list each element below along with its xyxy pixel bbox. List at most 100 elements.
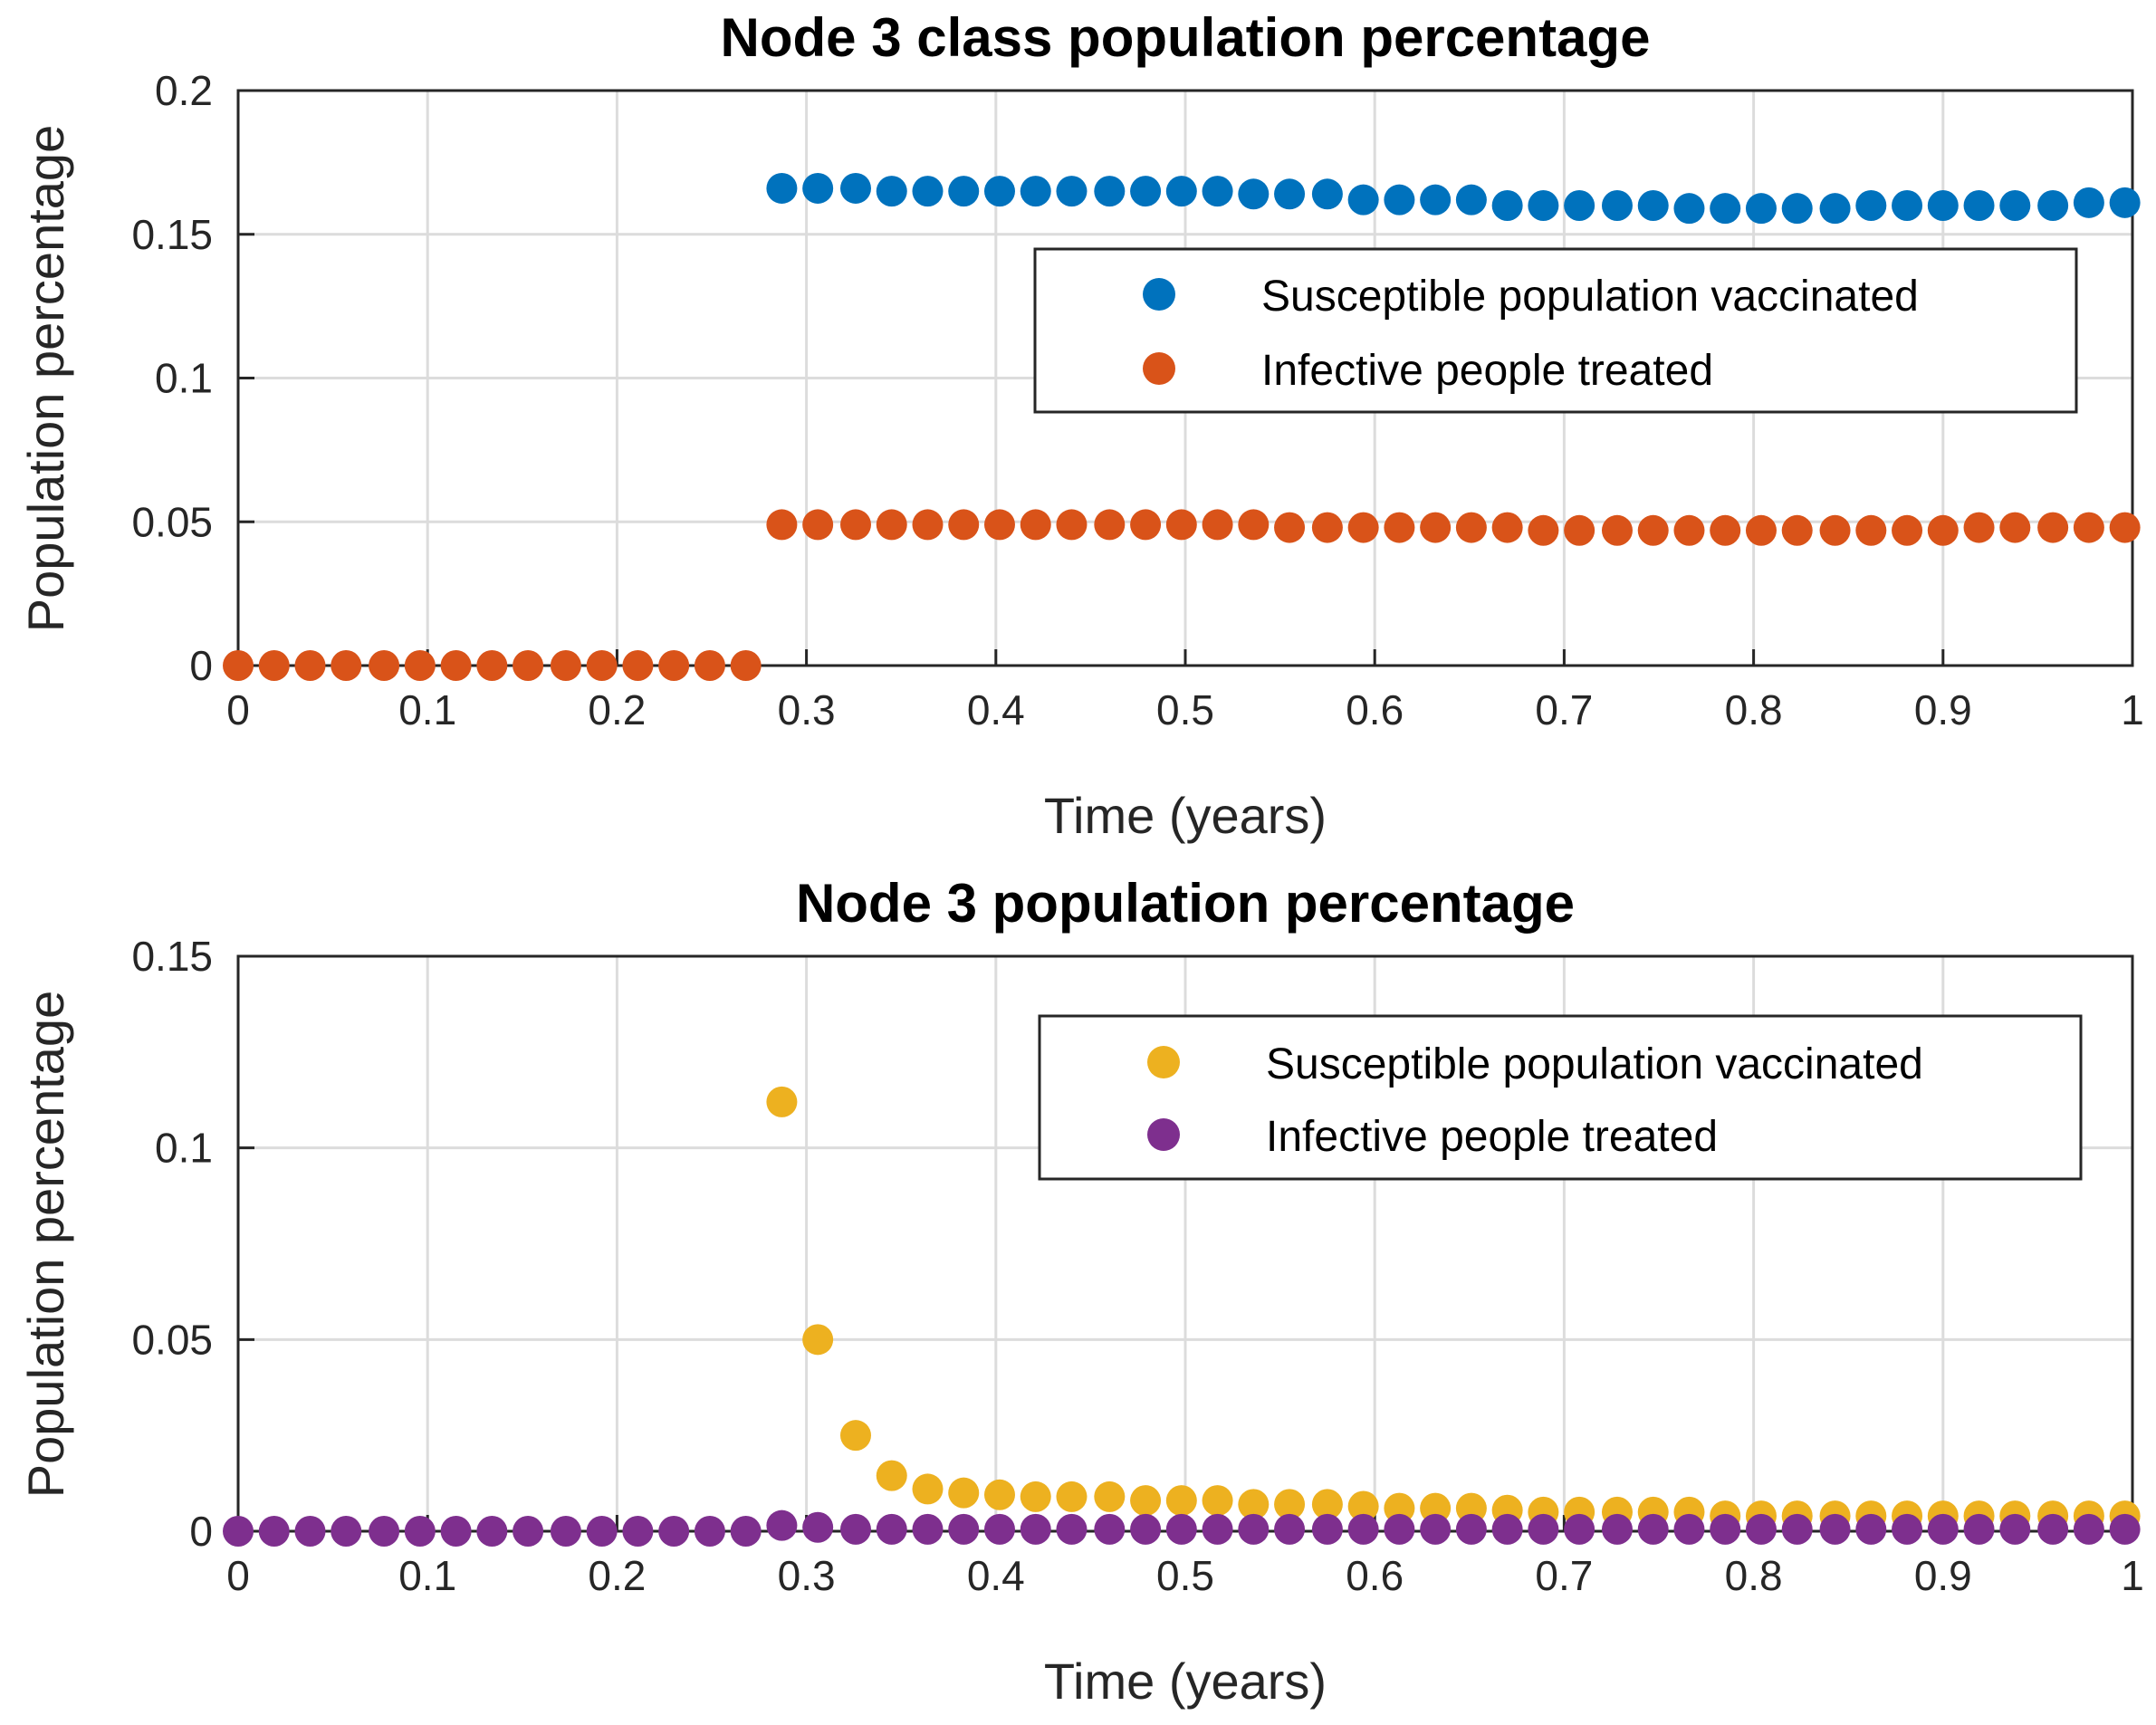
- bottom-chart-point-infective: [876, 1513, 907, 1545]
- top-chart-x-tick-label: 0.6: [1346, 686, 1404, 733]
- bottom-chart-point-susceptible: [1202, 1485, 1233, 1517]
- top-chart-point-susceptible: [766, 172, 798, 204]
- bottom-chart-point-infective: [1927, 1513, 1959, 1545]
- top-chart-point-susceptible: [1311, 178, 1343, 210]
- top-chart-point-infective: [1274, 512, 1306, 543]
- top-chart-y-tick-label: 0.05: [131, 498, 213, 545]
- bottom-chart-legend-marker-infective: [1147, 1118, 1180, 1151]
- top-chart-point-infective: [404, 650, 436, 681]
- top-chart-point-infective: [1745, 514, 1777, 546]
- top-chart-point-susceptible: [2073, 187, 2104, 218]
- bottom-chart-x-tick-label: 0.8: [1725, 1552, 1783, 1599]
- top-chart-x-tick-label: 0.7: [1535, 686, 1593, 733]
- top-chart-legend-label-susceptible: Susceptible population vaccinated: [1261, 273, 1919, 321]
- top-chart-point-susceptible: [2037, 190, 2069, 221]
- top-chart-point-infective: [1999, 512, 2031, 543]
- bottom-chart-point-infective: [476, 1516, 508, 1547]
- top-chart-point-susceptible: [1238, 178, 1270, 210]
- top-chart-x-tick-label: 0.9: [1914, 686, 1972, 733]
- bottom-chart-point-infective: [1311, 1513, 1343, 1545]
- top-chart-point-infective: [1311, 512, 1343, 543]
- top-chart-point-infective: [331, 650, 362, 681]
- top-chart-point-infective: [2109, 512, 2141, 543]
- top-chart-point-infective: [1238, 509, 1270, 541]
- top-chart-point-infective: [983, 509, 1015, 541]
- top-chart-point-infective: [1564, 514, 1595, 546]
- top-chart-point-infective: [948, 509, 980, 541]
- top-chart-point-infective: [1420, 512, 1452, 543]
- top-chart-point-infective: [369, 650, 400, 681]
- bottom-chart-x-tick-label: 0.1: [398, 1552, 456, 1599]
- top-chart-point-susceptible: [1384, 184, 1415, 216]
- top-chart-point-infective: [223, 650, 254, 681]
- top-chart-x-tick-label: 0: [226, 686, 250, 733]
- top-chart-point-susceptible: [983, 176, 1015, 207]
- top-chart-point-infective: [1637, 514, 1669, 546]
- top-chart-point-infective: [1673, 514, 1705, 546]
- top-chart-point-infective: [802, 509, 834, 541]
- bottom-chart-x-tick-label: 1: [2121, 1552, 2144, 1599]
- top-chart-point-susceptible: [1094, 176, 1126, 207]
- bottom-chart-point-infective: [513, 1516, 544, 1547]
- top-chart-point-infective: [586, 650, 618, 681]
- top-chart-point-infective: [1892, 514, 1923, 546]
- top-chart-point-infective: [1528, 514, 1559, 546]
- bottom-chart-point-susceptible: [1130, 1485, 1162, 1517]
- bottom-chart-point-infective: [223, 1516, 254, 1547]
- top-chart-point-infective: [1819, 514, 1851, 546]
- bottom-chart-point-infective: [1020, 1513, 1051, 1545]
- top-chart-point-susceptible: [1745, 193, 1777, 225]
- bottom-chart-point-susceptible: [1311, 1489, 1343, 1520]
- top-chart-x-tick-label: 1: [2121, 686, 2144, 733]
- top-chart-point-infective: [1781, 514, 1813, 546]
- bottom-chart-x-tick-label: 0.2: [588, 1552, 646, 1599]
- bottom-chart-point-infective: [586, 1516, 618, 1547]
- top-chart-point-infective: [912, 509, 944, 541]
- top-chart-point-infective: [1963, 512, 1995, 543]
- bottom-chart-ticks: 0 0.1 0.2 0.3 0.4 0.5 0.6 0.7 0.8 0.9 1 0 0.05 0.1 0.1…: [131, 933, 2143, 1599]
- top-chart-y-tick-label: 0.2: [155, 67, 213, 114]
- bottom-chart-x-tick-label: 0.4: [967, 1552, 1025, 1599]
- bottom-chart-point-infective: [1094, 1513, 1126, 1545]
- bottom-chart-x-axis-label: Time (years): [1044, 1653, 1327, 1710]
- bottom-chart-point-susceptible: [802, 1324, 834, 1356]
- bottom-chart-point-infective: [1892, 1513, 1923, 1545]
- bottom-chart-panel: 0 0.1 0.2 0.3 0.4 0.5 0.6 0.7 0.8 0.9 1 0 0.05 0.1 0.1…: [17, 873, 2144, 1710]
- top-chart-point-infective: [2037, 512, 2069, 543]
- bottom-chart-point-susceptible: [1347, 1490, 1379, 1522]
- top-chart-point-infective: [550, 650, 581, 681]
- bottom-chart-y-tick-label: 0.15: [131, 933, 213, 980]
- top-chart-point-infective: [730, 650, 762, 681]
- top-chart-point-infective: [1165, 509, 1197, 541]
- top-chart-point-infective: [476, 650, 508, 681]
- bottom-chart-point-infective: [294, 1516, 326, 1547]
- bottom-chart-point-infective: [331, 1516, 362, 1547]
- top-chart-point-susceptible: [1491, 190, 1523, 221]
- top-chart-point-infective: [1056, 509, 1088, 541]
- bottom-chart-point-infective: [1781, 1513, 1813, 1545]
- bottom-chart-point-infective: [1056, 1513, 1088, 1545]
- bottom-chart-point-infective: [2073, 1513, 2104, 1545]
- top-chart-point-infective: [513, 650, 544, 681]
- top-chart-title: Node 3 class population percentage: [721, 7, 1651, 68]
- top-chart-point-infective: [694, 650, 725, 681]
- bottom-chart-point-susceptible: [983, 1479, 1015, 1510]
- bottom-chart-point-infective: [1637, 1513, 1669, 1545]
- top-chart-point-susceptible: [912, 176, 944, 207]
- bottom-chart-point-infective: [1347, 1513, 1379, 1545]
- bottom-chart-point-infective: [1420, 1513, 1452, 1545]
- bottom-chart-point-infective: [766, 1509, 798, 1541]
- bottom-chart-point-infective: [1601, 1513, 1633, 1545]
- top-chart-point-susceptible: [1637, 190, 1669, 221]
- bottom-chart-point-infective: [1673, 1513, 1705, 1545]
- bottom-chart-point-infective: [1564, 1513, 1595, 1545]
- bottom-chart-point-susceptible: [1420, 1492, 1452, 1524]
- bottom-chart-y-tick-label: 0: [189, 1508, 213, 1555]
- top-chart-point-susceptible: [1999, 190, 2031, 221]
- bottom-chart-point-infective: [983, 1513, 1015, 1545]
- bottom-chart-marks: [223, 1086, 2141, 1547]
- top-chart-point-susceptible: [802, 172, 834, 204]
- top-chart-point-infective: [1384, 512, 1415, 543]
- top-chart-point-susceptible: [1892, 190, 1923, 221]
- top-chart-point-susceptible: [1420, 184, 1452, 216]
